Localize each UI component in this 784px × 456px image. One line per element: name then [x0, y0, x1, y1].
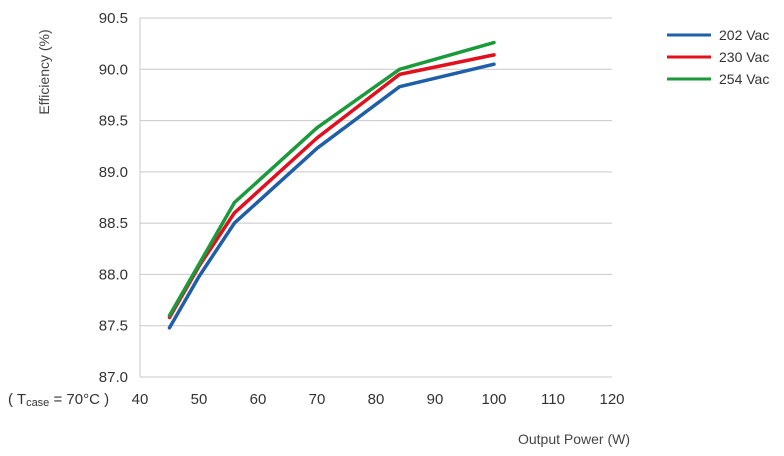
x-tick-label: 50: [191, 391, 208, 408]
series-line-254-vac: [167, 40, 496, 318]
legend-item: 254 Vac: [667, 71, 769, 87]
legend: 202 Vac 230 Vac 254 Vac: [667, 27, 769, 87]
x-tick-label: 90: [427, 391, 444, 408]
grid-layer: [139, 17, 612, 378]
x-tick-label: 60: [250, 391, 267, 408]
x-tick-label: 100: [481, 391, 506, 408]
series-layer: [167, 40, 496, 330]
annotation-prefix: ( T: [8, 391, 26, 408]
x-tick-label: 40: [132, 391, 149, 408]
legend-item: 202 Vac: [667, 27, 769, 43]
annotation-subscript: case: [26, 397, 49, 409]
y-tick-label: 87.0: [99, 369, 128, 386]
y-tick-labels: 87.0 87.5 88.0 88.5 89.0 89.5 90.0 90.5: [99, 10, 128, 386]
x-tick-label: 70: [309, 391, 326, 408]
y-tick-label: 87.5: [99, 318, 128, 335]
legend-label: 202 Vac: [719, 27, 769, 43]
legend-item: 230 Vac: [667, 49, 769, 65]
condition-annotation: ( Tcase = 70°C ): [8, 391, 109, 409]
y-tick-label: 90.5: [99, 10, 128, 27]
y-axis-label: Efficiency (%): [36, 29, 52, 114]
x-tick-label: 110: [541, 391, 565, 408]
x-tick-label: 80: [368, 391, 385, 408]
y-tick-label: 88.0: [99, 266, 128, 283]
x-axis-label: Output Power (W): [518, 431, 630, 447]
series-line-230-vac: [167, 53, 496, 320]
annotation-suffix: = 70°C ): [49, 391, 109, 408]
legend-label: 230 Vac: [719, 49, 769, 65]
y-tick-label: 90.0: [99, 61, 128, 78]
x-tick-label: 120: [599, 391, 624, 408]
y-tick-label: 89.5: [99, 113, 128, 130]
y-tick-label: 89.0: [99, 164, 128, 181]
series-line-202-vac: [167, 62, 496, 330]
y-tick-label: 88.5: [99, 215, 128, 232]
legend-label: 254 Vac: [719, 71, 769, 87]
x-tick-labels: 40 50 60 70 80 90 100 110 120: [132, 391, 625, 408]
